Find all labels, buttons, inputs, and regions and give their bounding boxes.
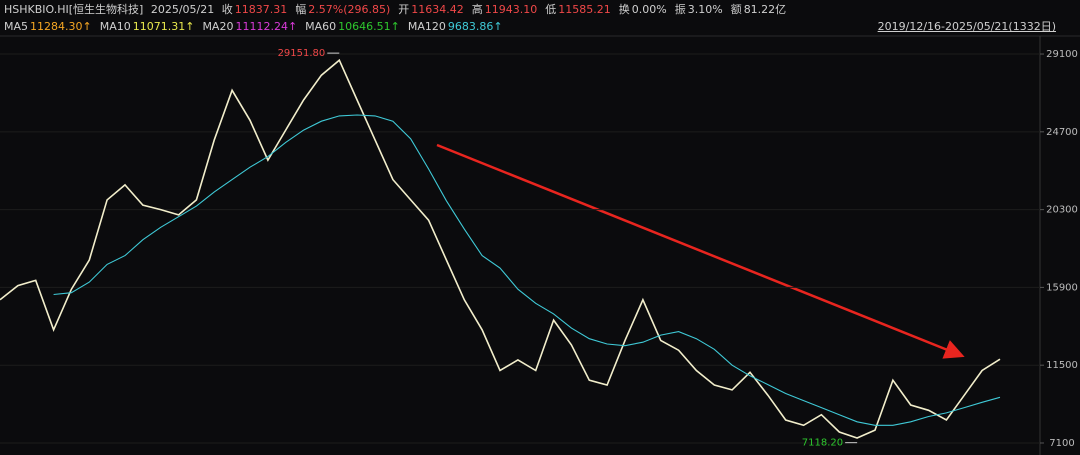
y-tick-label: 11500 [1046,360,1078,371]
price-line [0,58,1001,439]
field-value: 3.10% [687,3,723,16]
field-label: 振 [674,3,686,16]
date-range[interactable]: 2019/12/16-2025/05/21(1332日) [877,20,1056,33]
trend-arrow [436,143,965,359]
ma-name: MA10 [99,20,131,33]
ma-name: MA20 [202,20,234,33]
field-label: 幅 [295,3,307,16]
field-value: 11585.21 [558,3,611,16]
ma-value: 11071.31↑ [132,20,195,33]
y-tick-label: 7100 [1049,438,1074,449]
ma-name: MA120 [407,20,446,33]
field-value: 11837.31 [234,3,288,16]
field-label: 高 [471,3,483,16]
ma-value: 11112.24↑ [235,20,298,33]
ma-legend: MA5 11284.30↑ MA10 11071.31↑ MA20 11112.24↑ MA… [4,19,511,35]
y-tick-label: 20300 [1046,205,1078,216]
field-label: 额 [730,3,742,16]
ma-value: 10646.51↑ [338,20,400,33]
field-label: 开 [398,3,410,16]
ma-value: 11284.30↑ [30,20,92,33]
ma-value: 9683.86↑ [447,20,503,33]
y-tick-label: 29100 [1046,49,1078,60]
annotation-label: 7118.20 [802,438,843,449]
field-value: 11634.42 [411,3,464,16]
field-label: 收 [221,3,233,16]
annotation-label: 29151.80 [278,48,326,59]
field-value: 81.22亿 [743,3,787,16]
field-label: 换 [618,3,630,16]
field-label: 低 [545,3,557,16]
price-line [53,114,1001,426]
symbol: HSHKBIO.HI[恒生生物科技] [4,3,144,16]
field-value: 0.00% [631,3,667,16]
ma-name: MA60 [305,20,337,33]
y-tick-label: 15900 [1046,282,1078,293]
date: 2025/05/21 [150,3,215,16]
ma-name: MA5 [4,20,29,33]
field-value: 2.57%(296.85) [308,3,391,16]
y-tick-label: 24700 [1046,127,1078,138]
field-value: 11943.10 [484,3,538,16]
quote-row: HSHKBIO.HI[恒生生物科技] 2025/05/21 收 11837.31 幅… [4,2,794,18]
